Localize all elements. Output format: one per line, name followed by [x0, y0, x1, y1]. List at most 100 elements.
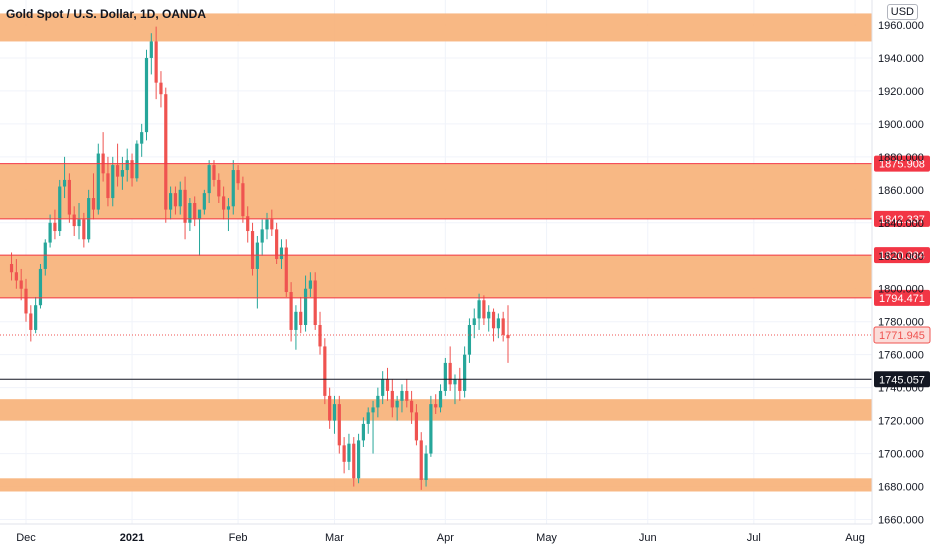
candle [347, 433, 351, 471]
candle [376, 387, 380, 418]
candle-body [453, 379, 457, 385]
candle [159, 71, 163, 108]
x-tick-label: 2021 [120, 532, 144, 544]
candle-body [438, 390, 443, 408]
candle [236, 165, 240, 190]
candle [144, 49, 149, 141]
candle-body [458, 379, 462, 391]
y-tick-label: 1800.000 [878, 284, 924, 296]
candle-body [294, 311, 298, 330]
candle-body [154, 41, 158, 83]
supply-demand-zone[interactable] [0, 478, 872, 492]
candle-body [226, 206, 231, 210]
candle-body [482, 300, 486, 319]
candle-body [72, 214, 76, 227]
candle [43, 239, 47, 276]
candle [337, 395, 341, 454]
candle [270, 209, 274, 236]
candle-body [347, 443, 351, 462]
axes: 1660.000 1680.000 1700.000 1720.000 1740.000… [0, 0, 924, 544]
candle [260, 219, 264, 256]
candle [284, 239, 288, 297]
x-tick-label: Mar [325, 532, 344, 544]
currency-button[interactable]: USD [886, 4, 918, 20]
supply-demand-zone[interactable] [0, 13, 872, 42]
candle [323, 338, 327, 405]
price-level-tag [874, 155, 930, 172]
candle [164, 87, 168, 223]
candle [19, 268, 23, 301]
candle [96, 143, 100, 215]
candle [53, 209, 57, 240]
candle [332, 395, 337, 434]
supply-demand-zone[interactable] [0, 255, 872, 298]
candle [438, 384, 443, 413]
x-tick-label: May [536, 532, 557, 544]
candle [72, 206, 76, 236]
supply-demand-zone[interactable] [0, 163, 872, 219]
candle [29, 305, 33, 342]
candle-body [164, 94, 168, 210]
candle [275, 222, 279, 264]
candle [400, 384, 404, 413]
candle [303, 275, 308, 332]
candle [328, 387, 332, 429]
candle [130, 153, 134, 187]
candle-body [270, 219, 274, 230]
price-level-tag [874, 210, 930, 227]
candle-body [241, 183, 245, 217]
candle-body [410, 400, 414, 413]
candle-body [477, 300, 481, 319]
candle-body [140, 132, 144, 144]
price-level-label: 1842.337 [879, 214, 925, 226]
candle [419, 432, 423, 490]
candle [371, 400, 375, 454]
candle-body [246, 216, 250, 232]
candle [14, 259, 18, 289]
candle-body [279, 247, 284, 260]
candle-body [313, 280, 317, 325]
candle [149, 33, 153, 75]
candle-body [323, 346, 327, 396]
candle-body [501, 318, 505, 335]
candle-body [29, 313, 33, 330]
candle [361, 417, 365, 447]
candle [448, 346, 452, 391]
candle-body [159, 82, 163, 95]
x-tick-label: Dec [16, 532, 36, 544]
candle-body [366, 412, 370, 424]
candle-body [463, 354, 467, 391]
candle-body [96, 153, 100, 210]
x-tick-label: Aug [845, 532, 865, 544]
candle-body [265, 219, 269, 230]
candle-body [472, 318, 476, 325]
candle [38, 264, 43, 309]
candle [405, 379, 409, 408]
candle [506, 305, 510, 363]
candle-body [144, 57, 149, 133]
candle-body [48, 222, 52, 243]
y-tick-label: 1960.000 [878, 20, 924, 32]
candle-body [125, 160, 129, 171]
price-level-tag [874, 371, 930, 388]
candle-body [434, 404, 438, 408]
chart-title: Gold Spot / U.S. Dollar, 1D, OANDA [6, 7, 207, 21]
candle-body [149, 41, 153, 58]
price-level-tag [874, 247, 930, 264]
candle-body [506, 334, 510, 339]
candle-body [24, 288, 28, 314]
candle [120, 156, 124, 190]
candle [34, 296, 38, 334]
candle [472, 308, 476, 339]
candle-body [106, 173, 110, 199]
candle-body [284, 247, 288, 293]
price-level-label: 1745.057 [879, 374, 925, 386]
candle-body [299, 311, 303, 325]
candle [294, 305, 298, 350]
candle-body [255, 242, 259, 269]
candle [178, 181, 182, 215]
candle-body [496, 318, 500, 329]
candle [424, 445, 428, 487]
